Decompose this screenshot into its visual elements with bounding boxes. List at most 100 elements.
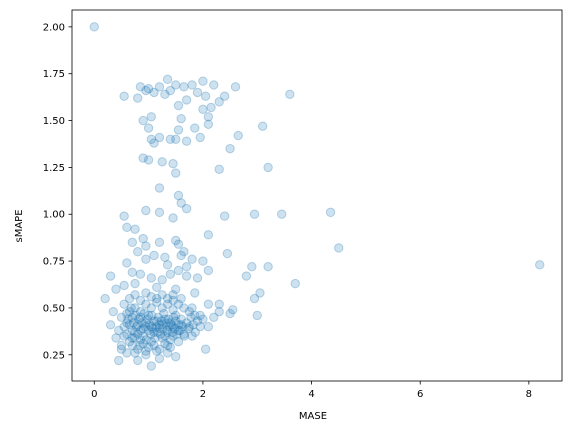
data-point: [168, 158, 178, 169]
data-point: [173, 239, 184, 249]
data-point: [100, 293, 110, 304]
data-point: [203, 299, 214, 309]
y-tick-label: 1.75: [43, 69, 65, 80]
data-point: [195, 310, 205, 321]
data-point: [164, 321, 174, 332]
data-point: [171, 284, 181, 294]
data-point: [135, 269, 146, 279]
y-axis-label: sMAPE: [14, 209, 25, 242]
data-point: [139, 308, 149, 319]
data-point: [173, 336, 184, 347]
data-point: [149, 340, 159, 351]
data-point: [158, 323, 168, 334]
data-point: [149, 250, 159, 261]
data-point: [127, 340, 137, 351]
data-point: [192, 316, 203, 326]
data-point: [152, 316, 162, 326]
data-point: [198, 76, 208, 86]
data-point: [154, 320, 165, 330]
data-point: [154, 353, 165, 364]
data-point: [162, 299, 173, 309]
data-point: [135, 340, 145, 351]
data-point: [200, 91, 211, 101]
data-point: [146, 361, 157, 371]
data-point: [138, 115, 148, 126]
data-point: [141, 335, 152, 345]
data-point: [160, 89, 170, 100]
data-point: [160, 252, 170, 263]
data-point: [165, 318, 176, 328]
data-point: [141, 299, 151, 309]
data-point: [146, 112, 157, 122]
data-point: [119, 331, 129, 341]
data-point: [190, 288, 200, 298]
data-point: [152, 282, 162, 293]
data-point: [127, 237, 137, 248]
data-point: [140, 321, 151, 332]
data-point: [184, 321, 195, 332]
data-point: [146, 273, 157, 283]
data-point: [176, 320, 186, 330]
data-point: [195, 321, 205, 332]
data-point: [128, 318, 139, 328]
x-tick-label: 0: [91, 389, 97, 400]
data-point: [127, 333, 137, 343]
data-point: [173, 100, 184, 111]
data-point: [163, 314, 173, 324]
data-point: [154, 207, 165, 218]
data-point: [130, 327, 140, 337]
data-point: [135, 312, 146, 322]
data-point: [203, 112, 214, 122]
data-point: [130, 224, 140, 234]
data-point: [149, 87, 159, 98]
data-point: [214, 164, 224, 174]
data-point: [181, 318, 192, 328]
data-point: [198, 104, 208, 115]
data-point: [156, 316, 167, 326]
data-point: [124, 336, 135, 347]
data-point: [187, 80, 197, 90]
data-point: [181, 203, 192, 214]
data-point: [157, 333, 167, 343]
data-point: [263, 162, 273, 173]
data-point: [198, 256, 208, 266]
data-point: [146, 336, 157, 347]
data-point: [228, 305, 238, 315]
data-point: [130, 348, 140, 358]
data-point: [133, 344, 143, 354]
data-point: [130, 278, 140, 289]
axes: 0 2 4 6 8 0.25 0.50 0.75 1.00 1.25 1.50 1.75 2.00: [43, 9, 563, 400]
data-point: [225, 143, 235, 154]
data-point: [122, 329, 132, 339]
data-point: [195, 132, 205, 143]
data-point: [173, 190, 184, 201]
data-point: [143, 155, 154, 165]
data-point: [149, 138, 159, 148]
data-point: [141, 350, 151, 360]
data-point: [171, 316, 181, 326]
data-point: [143, 123, 154, 133]
data-point: [122, 222, 132, 233]
data-point: [179, 303, 189, 313]
data-point: [165, 85, 176, 96]
data-point: [153, 312, 164, 322]
data-point: [198, 314, 208, 324]
data-point: [252, 310, 262, 321]
data-point: [160, 331, 170, 341]
data-point: [162, 325, 172, 336]
data-point: [162, 260, 173, 270]
data-point: [166, 320, 177, 330]
data-point: [165, 342, 176, 352]
data-point: [176, 250, 186, 261]
data-point: [219, 211, 230, 221]
data-point: [141, 205, 151, 216]
data-point: [122, 348, 132, 358]
data-point: [111, 284, 121, 294]
data-point: [126, 303, 136, 313]
data-point: [203, 230, 214, 240]
y-tick-label: 1.25: [43, 163, 65, 174]
data-point: [129, 333, 140, 343]
y-tick-label: 1.00: [43, 210, 65, 221]
data-point: [142, 314, 153, 324]
data-point: [179, 247, 189, 257]
